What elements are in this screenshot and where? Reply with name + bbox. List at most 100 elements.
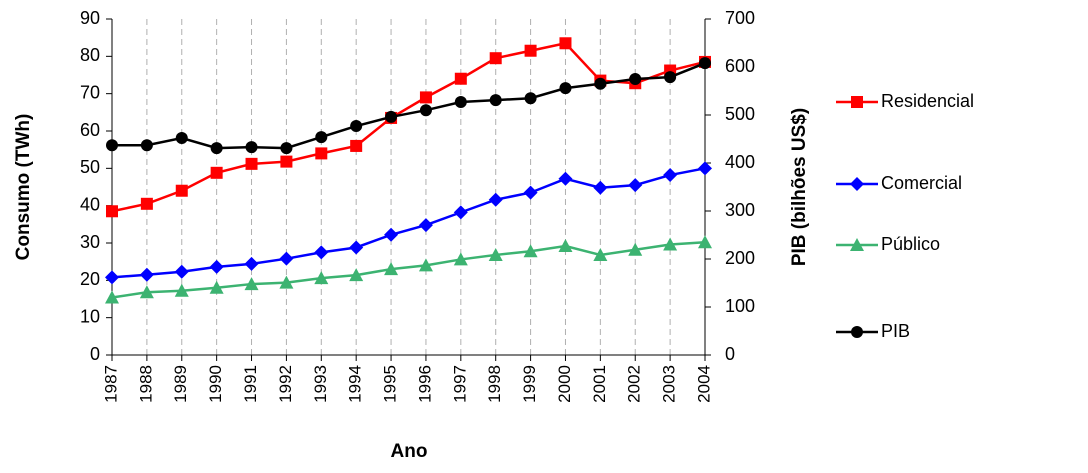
y-tick-label: 10 [80,306,100,326]
legend-label: PIB [881,321,910,341]
y-tick-label: 60 [80,120,100,140]
y2-axis-title: PIB (bilhões US$) [789,108,810,266]
data-point [594,77,607,90]
y-tick-label: 50 [80,157,100,177]
data-point [419,91,432,104]
data-point [698,235,712,249]
data-point [629,73,642,85]
data-point [488,247,503,261]
legend-label: Público [881,234,940,254]
data-point [350,139,363,152]
data-point [699,57,711,70]
data-point [314,245,329,260]
data-point [244,277,259,291]
data-point [488,192,503,207]
y-tick-label: 80 [80,45,100,65]
data-point [210,166,223,179]
data-point [698,161,712,176]
x-tick-label: 2000 [555,365,574,403]
data-point [210,142,223,155]
data-point [349,240,364,255]
data-point [105,270,119,285]
x-tick-label: 1998 [485,365,504,403]
data-point [523,185,538,200]
data-point [559,82,572,95]
data-point [454,96,467,109]
data-point [664,71,677,84]
data-point [106,139,118,152]
data-point [453,205,468,220]
y-tick-label: 90 [80,8,100,28]
data-point [419,104,432,117]
data-point [245,157,258,170]
y-tick-label: 0 [90,344,100,364]
data-point [209,259,224,274]
legend-marker [851,96,863,108]
data-point [139,285,154,299]
data-point [559,37,572,50]
data-point [315,147,328,160]
data-point [593,247,608,261]
data-point [524,44,537,57]
x-tick-label: 2004 [694,365,713,403]
y2-tick-label: 100 [725,296,755,316]
data-point [174,264,189,279]
data-point [140,197,153,210]
x-tick-label: 1999 [520,365,539,403]
x-tick-label: 2001 [590,365,609,403]
data-point [628,242,643,256]
series-line [111,241,706,299]
y-tick-label: 40 [80,194,100,214]
x-tick-label: 2003 [660,365,679,403]
data-point [105,290,119,304]
y2-tick-label: 0 [725,344,735,364]
x-tick-label: 1996 [415,365,434,403]
data-point [175,184,188,197]
y2-tick-label: 700 [725,8,755,28]
x-tick-label: 1987 [101,365,120,403]
y2-tick-label: 300 [725,200,755,220]
series-line [111,167,706,279]
x-tick-label: 1990 [206,365,225,403]
data-point [418,218,433,233]
data-point [279,275,294,289]
y-tick-label: 70 [80,82,100,102]
x-tick-label: 1988 [136,365,155,403]
legend-marker [851,326,863,338]
legend-label: Comercial [881,173,962,193]
data-point [385,110,398,123]
data-point [280,155,293,168]
data-point [174,283,189,297]
data-point [593,180,608,195]
data-point [106,205,118,218]
data-point [663,168,678,183]
x-axis-title: Ano [391,441,428,462]
data-point [140,139,153,152]
y-axis-title: Consumo (TWh) [13,114,34,261]
series-line [112,61,706,150]
data-point [628,178,643,193]
data-point [453,252,468,266]
y-tick-label: 20 [80,269,100,289]
data-point [523,244,538,258]
data-point [279,251,294,266]
x-tick-label: 2002 [625,365,644,403]
data-point [663,237,678,251]
data-point [349,268,364,282]
data-point [524,92,537,105]
x-tick-label: 1992 [276,365,295,403]
legend-marker [850,238,864,251]
data-point [139,267,154,282]
x-tick-label: 1994 [346,365,365,403]
x-tick-label: 1991 [241,365,260,403]
x-tick-label: 1989 [171,365,190,403]
y2-tick-label: 200 [725,248,755,268]
data-point [244,256,259,271]
y2-tick-label: 400 [725,152,755,172]
legend-label: Residencial [881,91,974,111]
y2-tick-label: 500 [725,104,755,124]
data-point [454,72,467,85]
data-point [245,141,258,154]
